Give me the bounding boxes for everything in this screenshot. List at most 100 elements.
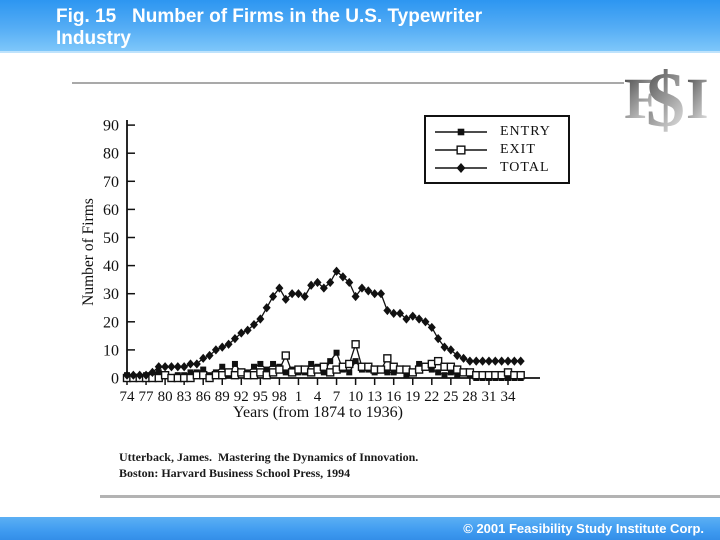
total-marker [135,370,144,380]
entry-marker [428,366,435,373]
exit-marker [383,354,392,363]
total-marker [484,356,493,366]
entry-marker [282,369,289,376]
bottom-divider [100,495,720,498]
y-tick-label: 20 [103,314,119,331]
y-tick-label: 10 [103,342,119,359]
entry-marker [251,363,257,370]
legend-row-exit: EXIT [434,141,560,159]
chart-legend: ENTRY EXIT TOTAL [424,115,570,184]
x-tick-label: 28 [462,389,477,405]
y-tick-label: 30 [103,286,119,303]
total-marker [453,350,462,361]
x-tick-label: 4 [314,389,322,405]
legend-marker-icon [435,162,487,174]
header-bar: Fig. 15 Number of Firms in the U.S. Type… [0,0,720,53]
x-tick-label: 95 [253,389,268,405]
footer-bar: © 2001 Feasibility Study Institute Corp. [0,517,720,540]
x-tick-label: 34 [501,389,517,405]
entry-marker [187,369,194,376]
entry-marker [257,360,264,367]
entry-marker [457,128,465,136]
x-tick-label: 7 [333,389,341,405]
citation-line-1: Utterback, James. Mastering the Dynamics… [119,450,419,464]
legend-label: ENTRY [500,124,551,139]
x-tick-label: 86 [196,389,212,405]
legend-label: TOTAL [500,160,550,175]
y-tick-label: 50 [103,230,119,247]
x-tick-label: 10 [348,389,363,405]
x-tick-label: 77 [139,389,155,405]
total-marker [154,362,163,372]
citation: Utterback, James. Mastering the Dynamics… [119,449,418,481]
x-tick-label: 19 [405,389,420,405]
exit-marker [275,365,284,374]
total-marker [510,356,519,366]
total-marker [456,162,466,174]
y-tick-label: 80 [103,146,119,163]
total-marker [421,317,430,327]
total-marker [123,370,131,380]
entry-marker [263,366,270,373]
exit-marker [516,370,525,380]
x-tick-label: 31 [481,389,496,405]
y-tick-label: 60 [103,202,119,219]
legend-marker-icon [435,145,487,155]
legend-marker-icon [435,128,487,136]
total-marker [504,356,512,366]
top-divider [72,82,624,84]
entry-marker [403,372,410,379]
legend-row-entry: ENTRY [434,123,560,141]
entry-marker [454,372,461,379]
entry-marker [320,369,327,376]
total-marker [173,362,182,372]
logo-letter: I [686,66,709,131]
exit-marker [281,351,290,360]
total-marker [465,356,474,366]
exit-marker [345,359,354,369]
exit-marker [456,145,466,155]
total-marker [167,362,176,372]
legend-label: EXIT [500,142,536,157]
total-marker [205,350,214,361]
x-tick-label: 25 [443,389,458,405]
entry-marker [346,369,353,376]
total-marker [211,345,220,355]
entry-marker [435,369,442,376]
entry-marker [352,358,359,365]
y-tick-label: 0 [111,371,119,388]
x-tick-label: 83 [177,389,192,405]
total-marker [389,308,398,318]
entry-marker [384,369,391,376]
citation-line-2: Boston: Harvard Business School Press, 1… [119,466,351,480]
total-marker [161,362,170,372]
total-marker [192,359,201,369]
entry-marker [327,358,334,365]
total-marker [364,286,373,296]
total-marker [377,289,385,299]
total-marker [269,291,278,302]
x-tick-label: 89 [215,389,230,405]
total-marker [300,291,309,302]
exit-marker [319,362,329,371]
entry-marker [308,360,315,367]
x-tick-label: 92 [234,389,249,405]
total-marker [415,314,424,324]
y-tick-label: 90 [103,118,119,135]
x-tick-label: 16 [386,389,402,405]
total-marker [294,289,303,299]
total-marker [478,356,487,366]
slide-title: Fig. 15 Number of Firms in the U.S. Type… [0,0,720,50]
fsi-logo: F$ I [624,56,709,136]
entry-marker [441,372,448,379]
entry-marker [270,360,277,367]
entry-marker [333,349,340,356]
total-marker [262,303,271,313]
entry-marker [200,366,207,373]
exit-marker [433,356,443,366]
x-tick-label: 74 [120,389,136,405]
entry-marker [390,369,397,376]
x-tick-label: 13 [367,389,382,405]
